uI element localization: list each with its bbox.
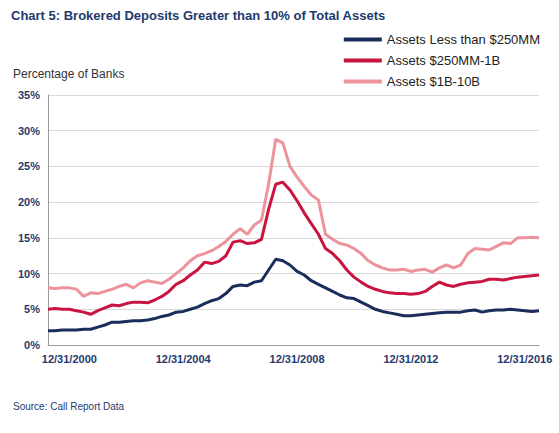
svg-text:10%: 10% (18, 268, 40, 280)
svg-text:12/31/2008: 12/31/2008 (270, 353, 325, 365)
svg-text:12/31/2016: 12/31/2016 (497, 353, 552, 365)
svg-text:35%: 35% (18, 89, 40, 101)
svg-text:Assets $250MM-1B: Assets $250MM-1B (387, 53, 500, 68)
svg-text:15%: 15% (18, 232, 40, 244)
svg-text:Assets Less than $250MM: Assets Less than $250MM (387, 32, 540, 47)
svg-text:12/31/2012: 12/31/2012 (383, 353, 438, 365)
svg-text:20%: 20% (18, 196, 40, 208)
svg-text:12/31/2004: 12/31/2004 (156, 353, 212, 365)
svg-text:5%: 5% (24, 303, 40, 315)
svg-text:Source: Call Report Data: Source: Call Report Data (13, 401, 125, 412)
svg-text:25%: 25% (18, 160, 40, 172)
svg-text:12/31/2000: 12/31/2000 (42, 353, 97, 365)
svg-text:0%: 0% (24, 339, 40, 351)
svg-text:Percentage of Banks: Percentage of Banks (13, 67, 124, 81)
svg-text:Chart 5: Brokered Deposits Gre: Chart 5: Brokered Deposits Greater than … (11, 8, 385, 23)
svg-text:Assets $1B-10B: Assets $1B-10B (387, 74, 480, 89)
svg-text:30%: 30% (18, 125, 40, 137)
